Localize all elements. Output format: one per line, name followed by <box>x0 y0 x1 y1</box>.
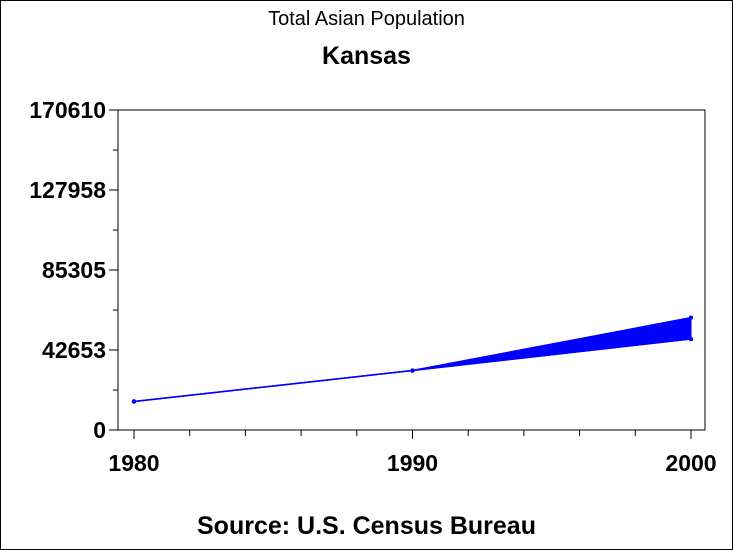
y-tick-label: 85305 <box>42 257 106 283</box>
x-tick-label: 2000 <box>665 450 716 476</box>
series-upper-line <box>133 316 692 403</box>
series-lower-point <box>688 336 694 342</box>
source-footnote: Source: U.S. Census Bureau <box>197 512 536 540</box>
x-tick-label: 1980 <box>108 450 159 476</box>
y-tick-label: 0 <box>93 417 106 443</box>
x-tick-label: 1990 <box>387 450 438 476</box>
y-tick-label: 42653 <box>42 337 106 363</box>
series-area <box>133 317 692 402</box>
series-upper-point <box>688 315 694 320</box>
plot-frame <box>117 109 706 431</box>
series-lower-point <box>410 368 415 373</box>
chart-title: Total Asian Population <box>268 8 465 30</box>
y-tick-label: 127958 <box>29 177 106 203</box>
chart-subtitle: Kansas <box>322 42 411 70</box>
series-lower-point <box>131 399 137 404</box>
y-tick-label: 170610 <box>29 97 106 123</box>
